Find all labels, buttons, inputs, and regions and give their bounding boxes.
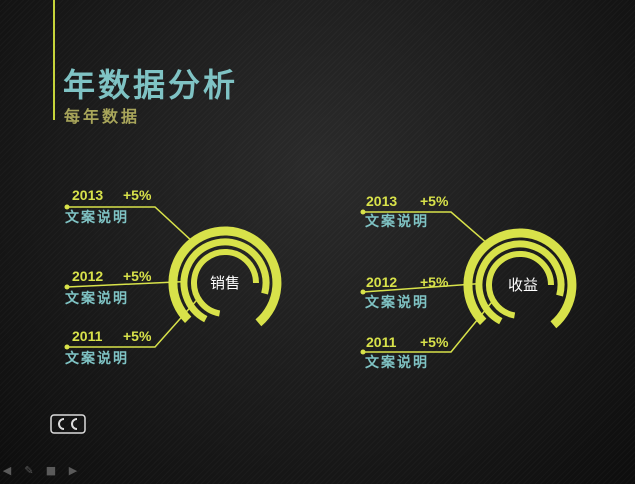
leader-line	[363, 300, 494, 353]
leader-line	[362, 282, 480, 293]
page-subtitle: 每年数据	[64, 107, 141, 126]
label-change: +5%	[420, 193, 449, 209]
leader-line	[67, 298, 199, 348]
leader-dot	[64, 344, 70, 350]
slide-nav: ◀ ✎ ■ ▶	[0, 464, 80, 477]
menu-icon[interactable]: ■	[45, 464, 57, 477]
label-year: 2013	[72, 187, 103, 203]
ring-middle	[180, 238, 270, 323]
label-desc: 文案说明	[65, 350, 129, 367]
leader-dot	[360, 289, 366, 295]
leader-dot	[360, 349, 366, 355]
label-desc: 文案说明	[65, 209, 129, 226]
leader-dot	[64, 204, 70, 210]
ring-inner	[486, 250, 554, 319]
label-change: +5%	[420, 334, 449, 350]
accent-line	[53, 0, 55, 120]
leader-dot	[360, 209, 366, 215]
ring-outer	[168, 226, 282, 327]
cc-logo-icon	[50, 413, 86, 439]
leader-line	[67, 206, 194, 243]
label-year: 2012	[72, 268, 103, 284]
label-desc: 文案说明	[365, 213, 429, 230]
label-desc: 文案说明	[365, 294, 429, 311]
center-label: 收益	[508, 276, 538, 294]
chart-group-sales: 2013 +5% 文案说明 2012 +5% 文案说明 2011 +5% 文案说…	[64, 187, 282, 367]
label-desc: 文案说明	[365, 354, 429, 371]
ring-outer	[463, 228, 577, 329]
label-year: 2011	[366, 334, 397, 350]
label-change: +5%	[123, 187, 152, 203]
ring-inner	[191, 248, 259, 317]
center-label: 销售	[210, 274, 240, 292]
pen-icon[interactable]: ✎	[24, 464, 34, 477]
page-title: 年数据分析	[63, 66, 239, 104]
label-year: 2011	[72, 328, 103, 344]
chart-group-revenue: 2013 +5% 文案说明 2012 +5% 文案说明 2011 +5% 文案说…	[360, 193, 577, 371]
ring-middle	[475, 240, 565, 325]
leader-line	[363, 211, 489, 245]
label-year: 2013	[366, 193, 397, 209]
label-year: 2012	[366, 274, 397, 290]
back-icon[interactable]: ◀	[2, 464, 12, 477]
leader-dot	[64, 284, 70, 290]
label-change: +5%	[123, 328, 152, 344]
forward-icon[interactable]: ▶	[68, 464, 78, 477]
label-change: +5%	[123, 268, 152, 284]
label-desc: 文案说明	[65, 290, 129, 307]
leader-line	[66, 280, 185, 288]
